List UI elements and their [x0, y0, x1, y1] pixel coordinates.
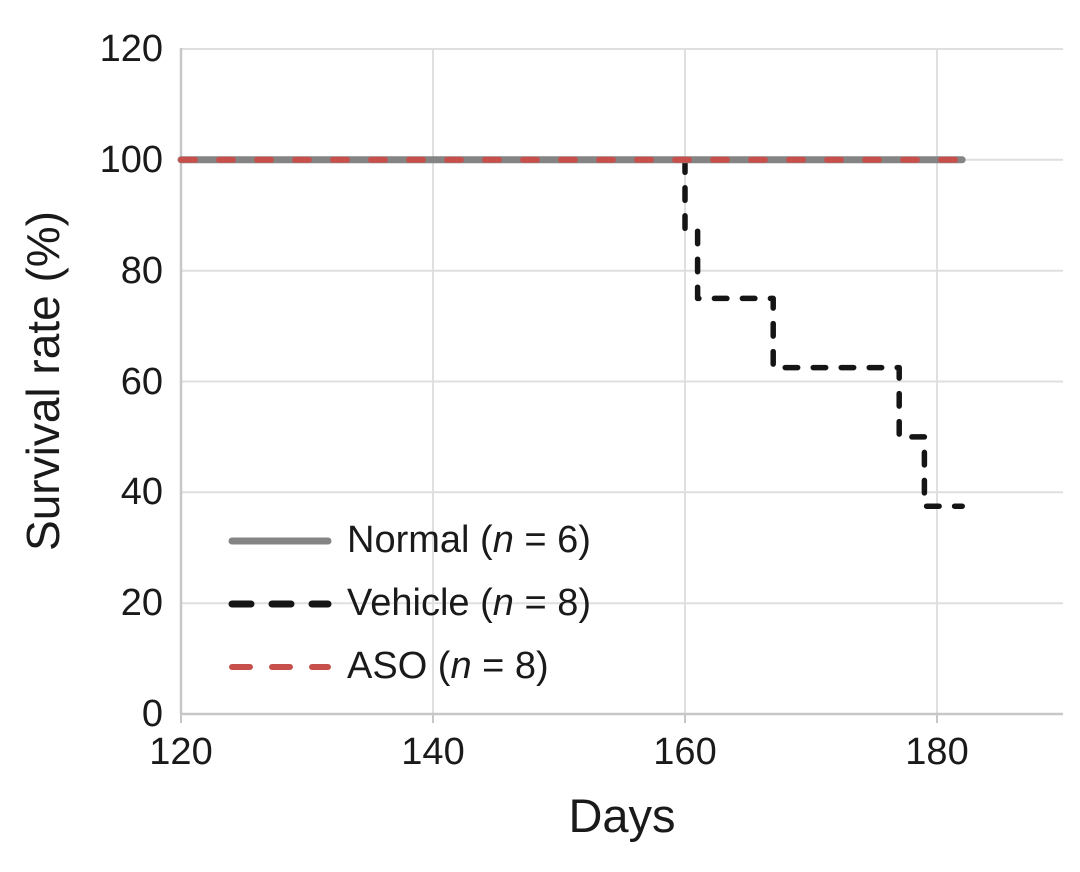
- y-tick-label: 120: [99, 28, 163, 70]
- legend-label-normal: Normal (n = 6): [347, 519, 591, 561]
- chart-legend: Normal (n = 6) Vehicle (n = 8) ASO (n = …: [228, 509, 591, 698]
- y-tick-label: 100: [99, 138, 163, 181]
- legend-item-vehicle: Vehicle (n = 8): [228, 572, 591, 635]
- y-tick-label: 60: [120, 360, 163, 403]
- series-line-vehicle: [178, 157, 965, 509]
- x-axis-tick-labels: 120 140 160 180: [0, 731, 1080, 775]
- legend-swatch-vehicle-line: [228, 600, 332, 607]
- legend-swatch-aso-line: [229, 663, 331, 670]
- x-tick-label: 160: [653, 731, 717, 773]
- x-tick-label: 120: [149, 731, 213, 773]
- y-tick-label: 0: [141, 693, 163, 735]
- x-tick-label: 180: [905, 731, 969, 773]
- y-tick-label: 20: [120, 582, 163, 625]
- x-tick-label: 140: [401, 731, 465, 773]
- legend-label-aso: ASO (n = 8): [347, 645, 549, 687]
- y-tick-label: 80: [120, 249, 163, 292]
- x-axis-title: Days: [568, 789, 676, 842]
- y-tick-label: 40: [120, 471, 163, 514]
- legend-item-normal: Normal (n = 6): [228, 509, 591, 572]
- legend-label-vehicle: Vehicle (n = 8): [347, 582, 591, 624]
- legend-item-aso: ASO (n = 8): [228, 635, 591, 698]
- legend-swatch-normal-line: [228, 537, 332, 544]
